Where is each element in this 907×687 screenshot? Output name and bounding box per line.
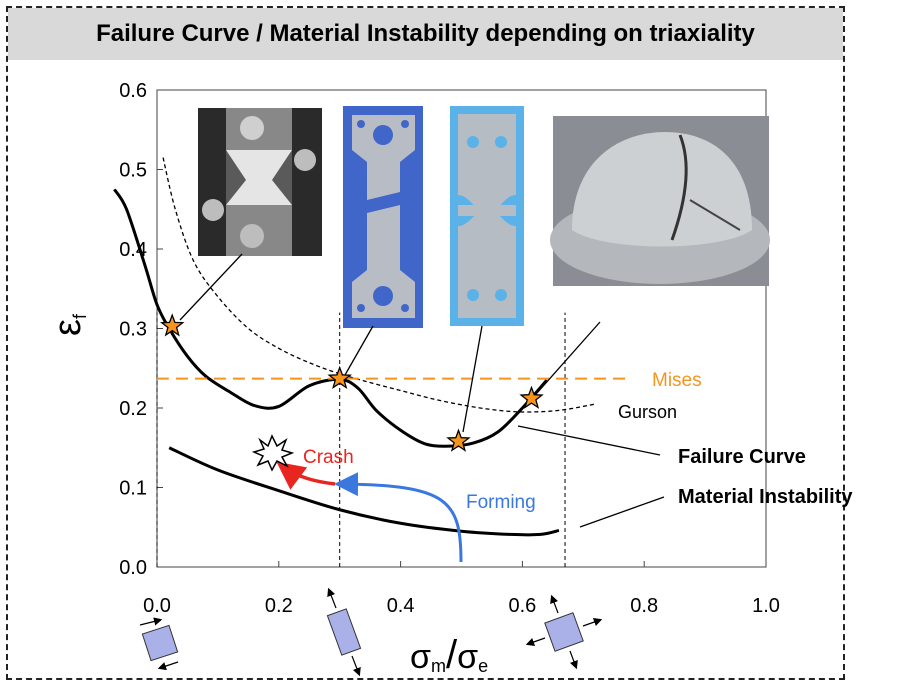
- figure-frame: [6, 6, 845, 680]
- uniaxial-element-icon: [326, 587, 362, 677]
- series-material-instability: [168, 446, 560, 537]
- x-axis-slash: /: [446, 633, 458, 677]
- x-axis-sub-e: e: [478, 656, 488, 676]
- x-tick-label: 1.0: [752, 595, 780, 617]
- star-marker: [327, 365, 352, 390]
- y-axis-label: εf: [47, 313, 90, 336]
- y-tick-label: 0.1: [119, 478, 147, 500]
- markers-group: [160, 313, 544, 452]
- specimen-photo-dome: [550, 116, 770, 286]
- biaxial-element-icon: [525, 594, 603, 670]
- y-axis-symbol: ε: [47, 319, 89, 336]
- label-gurson: Gurson: [618, 402, 677, 422]
- label-crash: Crash: [303, 447, 354, 468]
- series-failure-curve: [113, 188, 548, 448]
- x-axis-sub-m: m: [431, 656, 446, 676]
- specimen-photo-notched: [450, 106, 524, 326]
- star-marker: [160, 313, 185, 337]
- y-tick-label: 0.5: [119, 160, 147, 182]
- y-tick-label: 0.3: [119, 319, 147, 341]
- crash-arrow: [276, 461, 336, 490]
- crash-burst-icon: [251, 434, 295, 472]
- y-axis-subscript: f: [70, 313, 90, 319]
- label-forming: Forming: [466, 492, 536, 513]
- specimen-photo-shear: [198, 108, 322, 256]
- y-tick-label: 0.0: [119, 557, 147, 579]
- forming-arrow: [334, 472, 463, 563]
- y-tick-label: 0.2: [119, 398, 147, 420]
- x-tick-label: 0.8: [630, 595, 658, 617]
- specimen-photo-notched-angle: [343, 106, 423, 328]
- chart-title: Failure Curve / Material Instability dep…: [96, 20, 755, 47]
- x-axis-label: σm/σe: [410, 633, 488, 677]
- y-ticks: 0.0 0.1 0.2 0.3 0.4 0.5 0.6: [119, 80, 163, 579]
- x-tick-label: 0.0: [143, 595, 171, 617]
- x-tick-label: 0.4: [387, 595, 415, 617]
- x-ticks: 0.0 0.2 0.4 0.6 0.8 1.0: [143, 561, 780, 617]
- leader-material-instability: [579, 496, 665, 528]
- title-bar: [8, 8, 843, 60]
- y-tick-label: 0.6: [119, 80, 147, 102]
- shear-element-icon: [139, 617, 179, 671]
- x-axis-sigma-e: σ: [457, 638, 478, 676]
- series-group: [113, 157, 633, 537]
- leader-failure-curve: [517, 425, 661, 456]
- x-axis-sigma-m: σ: [410, 638, 431, 676]
- x-tick-label: 0.6: [508, 595, 536, 617]
- vertical-reference-lines: [156, 312, 566, 567]
- label-failure-curve: Failure Curve: [678, 446, 806, 468]
- y-tick-label: 0.4: [119, 239, 147, 261]
- x-tick-label: 0.2: [265, 595, 293, 617]
- label-material-instability: Material Instability: [678, 486, 853, 508]
- star-marker: [519, 385, 544, 409]
- star-marker: [446, 428, 471, 452]
- label-mises: Mises: [652, 370, 702, 391]
- photo-pointer-lines: [179, 253, 601, 433]
- series-gurson: [162, 157, 596, 413]
